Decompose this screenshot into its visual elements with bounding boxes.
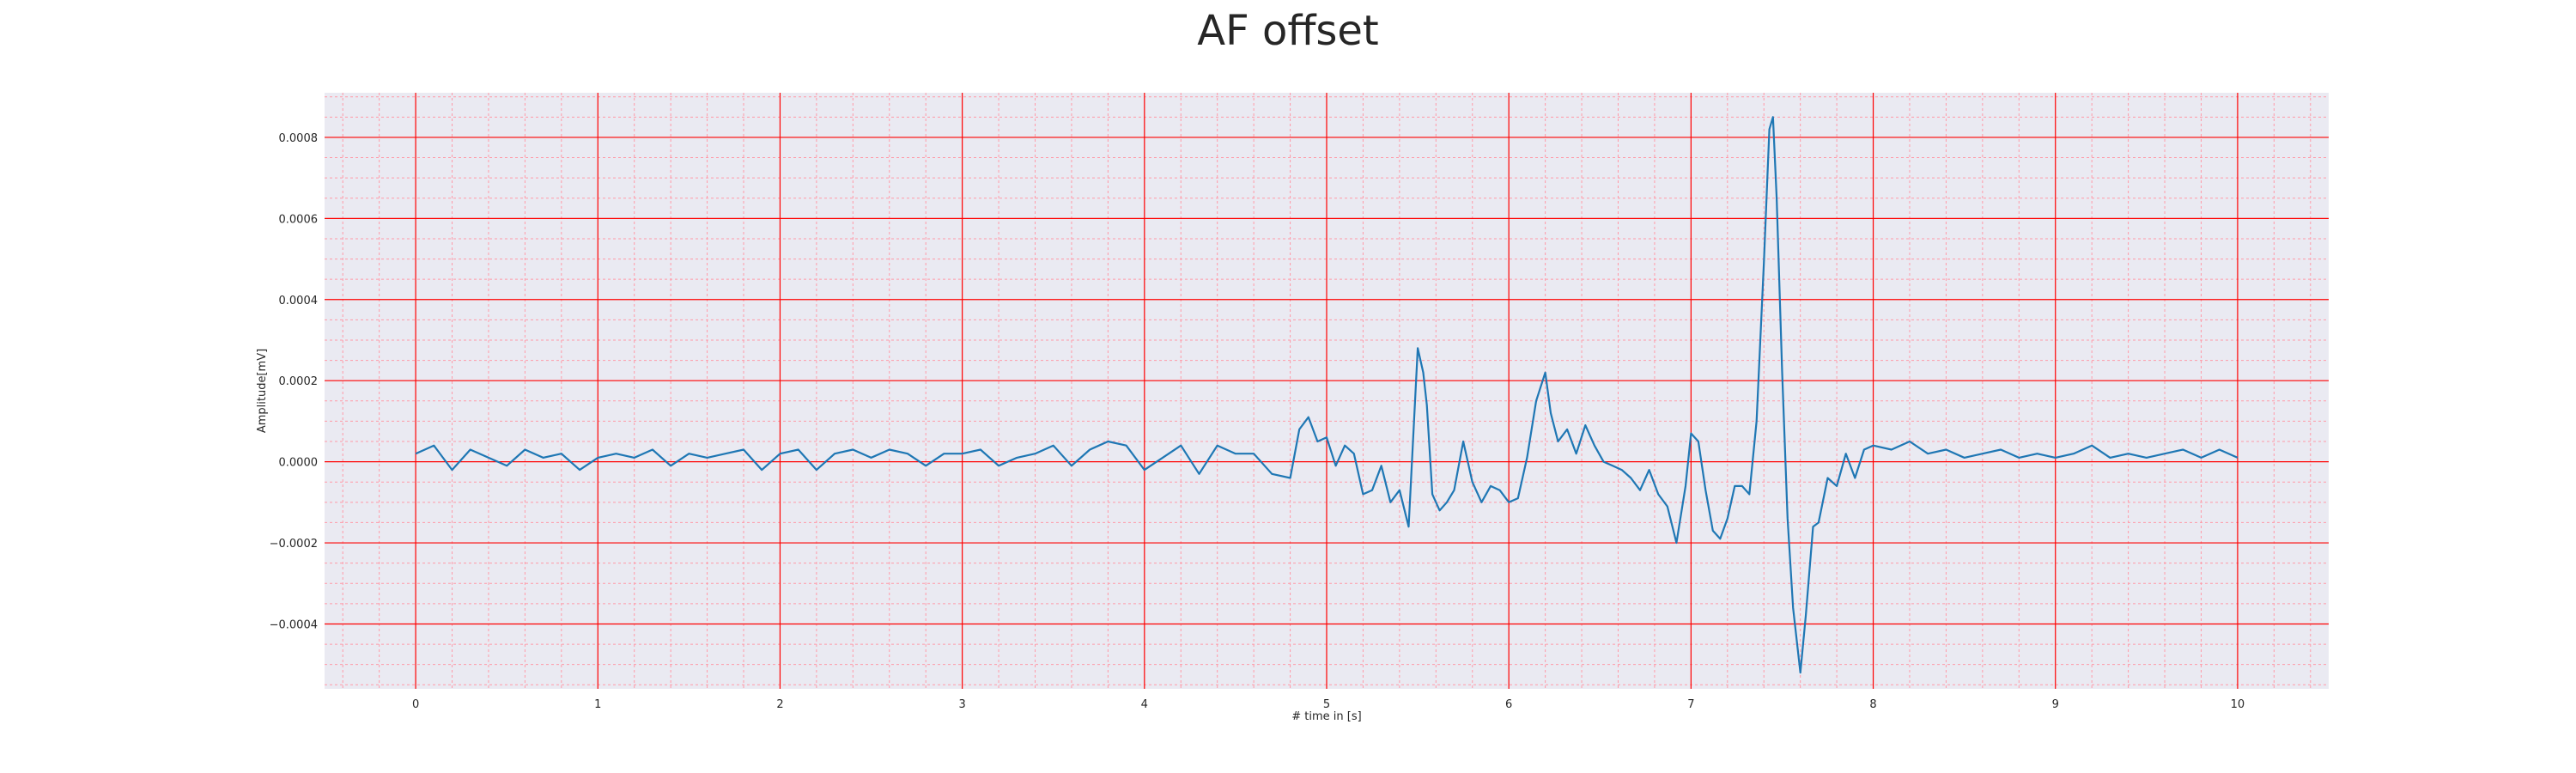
x-tick-label: 8: [1869, 698, 1876, 711]
chart-title: AF offset: [1197, 7, 1379, 55]
x-tick-label: 3: [958, 698, 965, 711]
x-tick-label: 0: [412, 698, 419, 711]
x-tick-label: 4: [1141, 698, 1148, 711]
y-tick-label: 0.0008: [279, 132, 319, 145]
x-axis-label: # time in [s]: [1291, 710, 1361, 723]
x-tick-label: 6: [1505, 698, 1512, 711]
x-axis-ticks: 0 1 2 3 4 5 6 7 8 9 10: [412, 698, 2245, 711]
y-tick-label: 0.0006: [279, 213, 319, 226]
y-tick-label: 0.0000: [279, 457, 319, 470]
x-tick-label: 9: [2052, 698, 2059, 711]
y-tick-label: 0.0002: [279, 375, 319, 388]
x-tick-label: 7: [1687, 698, 1694, 711]
x-tick-label: 5: [1323, 698, 1330, 711]
major-grid: [325, 93, 2329, 689]
y-axis-ticks: −0.0004 −0.0002 0.0000 0.0002 0.0004 0.0006 0.…: [270, 132, 318, 632]
x-tick-label: 10: [2231, 698, 2245, 711]
y-tick-label: −0.0004: [270, 618, 318, 631]
x-tick-label: 1: [594, 698, 601, 711]
y-axis-label: Amplitude[mV]: [256, 349, 269, 433]
x-tick-label: 2: [776, 698, 783, 711]
y-tick-label: −0.0002: [270, 538, 318, 551]
y-tick-label: 0.0004: [279, 295, 319, 307]
series-line: [415, 116, 2239, 674]
